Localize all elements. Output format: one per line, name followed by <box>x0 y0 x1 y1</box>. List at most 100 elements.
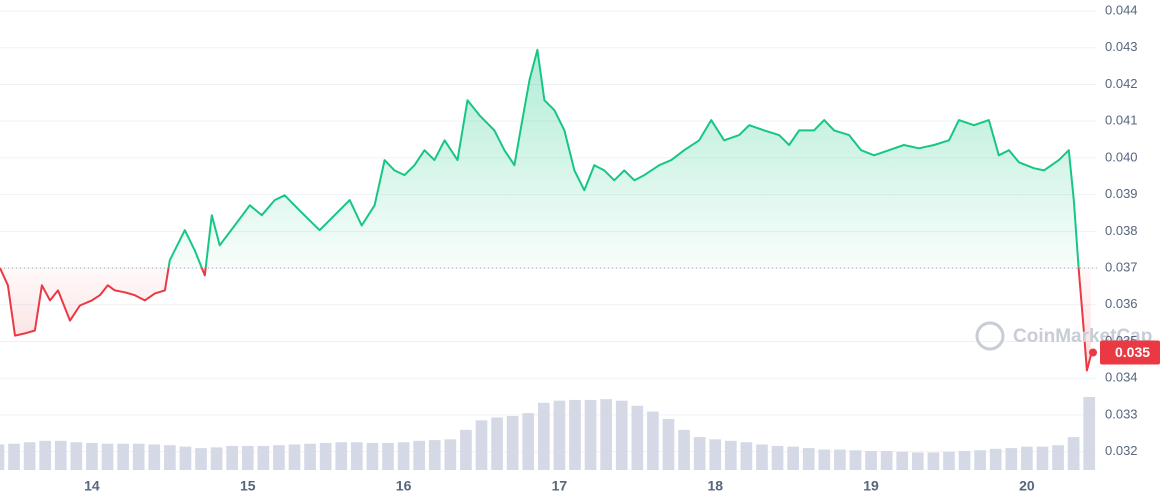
volume-bar <box>522 413 535 470</box>
x-tick-label: 17 <box>552 478 568 494</box>
y-tick-label: 0.041 <box>1105 113 1138 128</box>
volume-bar <box>23 442 36 470</box>
volume-bar <box>865 451 877 470</box>
volume-bar <box>709 439 722 470</box>
volume-bar <box>132 443 145 470</box>
volume-bar <box>8 443 20 470</box>
volume-bar <box>460 429 472 470</box>
volume-bar <box>1052 445 1064 470</box>
volume-bar <box>39 440 52 470</box>
volume-bar <box>1067 437 1080 470</box>
volume-bar <box>506 415 519 470</box>
x-tick-label: 20 <box>1019 478 1035 494</box>
volume-bar <box>958 451 971 470</box>
volume-bar <box>802 448 815 470</box>
plot: CoinMarketCap <box>0 48 1152 372</box>
volume-bar <box>537 402 550 470</box>
volume-bar <box>771 445 784 470</box>
volume-bar <box>787 446 799 470</box>
volume-bar <box>818 449 831 470</box>
volume-bar <box>86 442 98 470</box>
current-price-dot <box>1089 348 1097 357</box>
volume-bar <box>974 450 986 470</box>
volume <box>0 397 1096 470</box>
volume-bar <box>927 452 940 470</box>
volume-bar <box>569 399 581 470</box>
volume-bar <box>724 440 737 470</box>
volume-bar <box>241 445 254 470</box>
current-price-label: 0.035 <box>1115 344 1150 360</box>
x-tick-label: 14 <box>84 478 100 494</box>
volume-bar <box>257 445 270 470</box>
volume-bar <box>382 442 394 470</box>
volume-bar <box>195 448 207 470</box>
y-tick-label: 0.037 <box>1105 259 1138 274</box>
volume-bar <box>1083 397 1096 470</box>
y-tick-label: 0.038 <box>1105 223 1138 238</box>
volume-bar <box>148 444 161 470</box>
y-tick-label: 0.040 <box>1105 149 1138 164</box>
volume-bar <box>335 442 348 470</box>
current-price-box <box>1100 340 1160 365</box>
volume-bar <box>834 449 846 470</box>
volume-bar <box>693 437 706 470</box>
volume-bar <box>553 400 566 470</box>
volume-bar <box>662 418 675 470</box>
price-area <box>0 49 1091 371</box>
volume-bar <box>880 451 893 470</box>
volume-bar <box>943 451 955 470</box>
volume-bar <box>911 452 924 470</box>
volume-bar <box>475 420 488 470</box>
volume-bar <box>117 443 129 470</box>
volume-bar <box>226 445 239 470</box>
volume-bar <box>444 439 457 470</box>
y-tick-label: 0.033 <box>1105 406 1138 421</box>
axes: 0.044 0.043 0.042 0.041 0.040 0.039 0.038 0.037… <box>84 2 1160 494</box>
volume-bar <box>304 443 316 470</box>
volume-bar <box>70 442 83 470</box>
volume-bar <box>896 451 909 470</box>
x-tick-label: 15 <box>240 478 256 494</box>
x-tick-label: 19 <box>863 478 879 494</box>
volume-bar <box>428 440 441 470</box>
volume-bar <box>210 447 223 470</box>
volume-bar <box>491 417 503 470</box>
price-line <box>0 48 1092 372</box>
volume-bar <box>273 445 285 470</box>
volume-bar <box>288 444 301 470</box>
volume-bar <box>615 400 628 470</box>
volume-bar <box>397 442 410 470</box>
volume-bar <box>989 448 1002 470</box>
volume-bar <box>0 444 5 470</box>
volume-bar <box>1036 446 1049 470</box>
y-tick-label: 0.044 <box>1105 2 1138 17</box>
volume-bar <box>600 399 612 470</box>
volume-bar <box>101 443 114 470</box>
volume-bar <box>647 411 659 470</box>
volume-bar <box>678 429 690 470</box>
volume-bar <box>54 440 67 470</box>
x-tick-label: 16 <box>396 478 412 494</box>
y-tick-label: 0.039 <box>1105 186 1138 201</box>
watermark-logo <box>975 321 1005 351</box>
volume-bar <box>849 450 862 470</box>
volume-bar <box>1005 448 1018 470</box>
volume-bar <box>350 442 363 470</box>
y-tick-label: 0.042 <box>1105 76 1138 91</box>
volume-bar <box>366 442 379 470</box>
y-tick-label: 0.032 <box>1105 443 1138 458</box>
y-tick-label: 0.036 <box>1105 296 1138 311</box>
volume-bar <box>179 446 192 470</box>
volume-bar <box>319 442 332 470</box>
volume-bar <box>164 445 176 470</box>
volume-bar <box>584 399 597 470</box>
volume-bar <box>756 444 768 470</box>
volume-bar <box>740 442 753 470</box>
y-tick-label: 0.043 <box>1105 39 1138 54</box>
x-tick-label: 18 <box>707 478 723 494</box>
volume-bar <box>1021 446 1033 470</box>
volume-bar <box>631 405 644 470</box>
y-tick-label: 0.034 <box>1105 370 1138 385</box>
volume-bar <box>413 440 426 470</box>
